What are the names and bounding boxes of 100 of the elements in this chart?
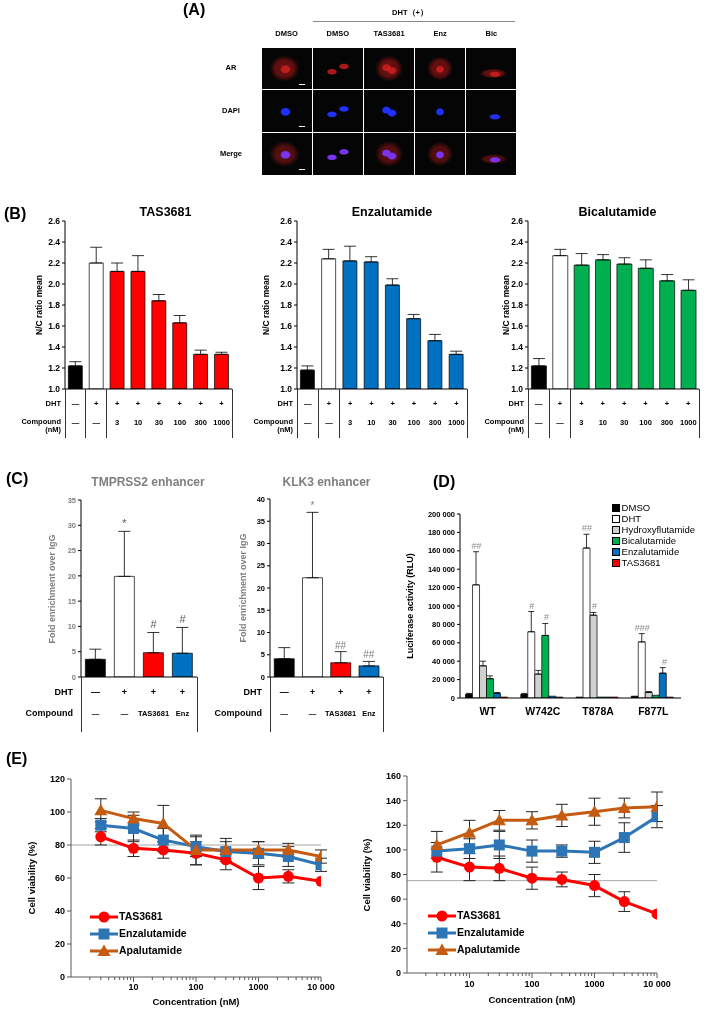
y-tick-label: 140 — [385, 795, 401, 806]
y-tick-label: 2.4 — [511, 237, 524, 248]
annotation: ## — [582, 522, 593, 534]
y-tick-label: 100 — [385, 845, 401, 856]
y-tick-label: 60 — [54, 873, 65, 884]
y-tick-label: 120 — [49, 774, 65, 785]
y-tick-label: 0 — [59, 972, 65, 983]
text: + — [121, 686, 128, 698]
y-tick-label: 2.4 — [280, 237, 293, 248]
legend-label: Enzalutamide — [621, 545, 680, 557]
y-tick-label: 1.8 — [48, 300, 61, 311]
y-tick-label: 2.6 — [48, 216, 61, 227]
legend-label: DMSO — [621, 501, 651, 513]
y-tick-label: 2.2 — [280, 258, 293, 269]
y-tick-label: 2.0 — [48, 279, 61, 290]
text: (B) — [4, 205, 27, 224]
legend-label: Hydroxyflutamide — [621, 523, 695, 535]
x-tick-label: 10 — [128, 982, 139, 992]
x-tick-label: 10 — [464, 979, 475, 989]
y-tick-label: 1.2 — [48, 363, 61, 374]
y-tick-label: 100 — [49, 807, 65, 818]
text: + — [366, 686, 372, 698]
annotation: ### — [634, 622, 650, 633]
y-tick-label: 1.0 — [511, 384, 524, 395]
y-tick-label: 2.4 — [48, 237, 61, 248]
y-tick-label: 160 — [385, 771, 401, 782]
x-tick-label: 100 — [524, 979, 540, 989]
legend-label: TAS3681 — [621, 556, 661, 568]
x-tick-label: F877L — [638, 705, 670, 717]
y-tick-label: 1.6 — [280, 321, 293, 332]
y-axis-title: N/C ratio mean — [34, 275, 45, 335]
y-tick-label: 2.0 — [511, 279, 524, 290]
y-tick-label: 1.6 — [48, 321, 61, 332]
y-tick-label: 1.2 — [511, 363, 524, 374]
legend-label: Bicalutamide — [621, 534, 676, 546]
annotation: # — [150, 618, 157, 632]
y-tick-label: 40 — [390, 918, 401, 929]
x-axis-title: Concentration (nM) — [488, 993, 576, 1006]
text: — — [91, 686, 100, 698]
y-tick-label: 20 — [390, 943, 401, 954]
y-tick-label: 1.4 — [48, 342, 61, 353]
y-tick-label: 1.8 — [511, 300, 524, 311]
legend-label: Apalutamide — [457, 943, 521, 956]
y-tick-label: 1.4 — [280, 342, 293, 353]
text: (E) — [6, 750, 28, 769]
y-axis-title: N/C ratio mean — [261, 275, 272, 335]
y-axis-title: N/C ratio mean — [501, 275, 512, 335]
legend-label: Enzalutamide — [119, 927, 187, 940]
y-tick-label: 120 — [385, 820, 401, 831]
x-tick-label: 10 000 — [643, 979, 671, 989]
y-tick-label: 2.2 — [511, 258, 524, 269]
y-tick-label: 1.0 — [280, 384, 293, 395]
annotation: # — [661, 656, 667, 667]
y-axis-title: Cell viability (%) — [25, 841, 38, 915]
x-tick-label: W742C — [525, 705, 561, 717]
legend-label: TAS3681 — [457, 909, 501, 922]
annotation: # — [591, 601, 597, 612]
y-tick-label: 20 — [54, 939, 65, 950]
x-tick-label: 1000 — [584, 979, 605, 989]
x-tick-label: 10 000 — [307, 982, 335, 992]
y-axis-title: Fold enrichment over IgG — [46, 533, 58, 644]
y-tick-label: 1.0 — [48, 384, 61, 395]
x-tick-label: 1000 — [248, 982, 269, 992]
legend-label: DHT — [621, 512, 642, 524]
chart-title: TMPRSS2 enhancer — [91, 475, 205, 490]
y-tick-label: 60 — [390, 894, 401, 905]
text: + — [337, 686, 344, 698]
y-axis-title: Luciferase activity (RLU) — [404, 553, 416, 659]
text: (C) — [6, 470, 29, 489]
annotation: # — [179, 613, 186, 627]
text: + — [179, 686, 186, 698]
y-tick-label: 80 — [54, 840, 65, 851]
chart-title: Enzalutamide — [351, 204, 433, 220]
text: (D) — [433, 473, 456, 492]
annotation: * — [122, 517, 127, 531]
y-tick-label: 0 — [395, 968, 401, 979]
y-tick-label: 1.8 — [280, 300, 293, 311]
x-tick-label: T878A — [582, 705, 615, 717]
y-tick-label: 2.2 — [48, 258, 61, 269]
y-axis-title: Fold enrichment over IgG — [237, 533, 249, 643]
x-tick-label: 100 — [188, 982, 204, 992]
y-tick-label: 2.6 — [280, 216, 293, 227]
annotation: * — [310, 499, 315, 512]
legend-label: TAS3681 — [119, 910, 163, 923]
annotation: ## — [471, 540, 482, 551]
x-tick-label: WT — [479, 705, 497, 717]
x-axis-title: Compound — [25, 707, 73, 718]
chart-title: KLK3 enhancer — [282, 475, 371, 490]
y-tick-label: 1.2 — [280, 363, 293, 374]
legend-label: Apalutamide — [119, 944, 183, 957]
annotation: # — [529, 600, 535, 611]
text: + — [309, 686, 316, 698]
x-axis-title: Concentration (nM) — [152, 995, 240, 1008]
y-tick-label: 40 — [54, 906, 65, 917]
chart-title: Bicalutamide — [578, 204, 657, 220]
y-tick-label: 80 — [390, 869, 401, 880]
y-tick-label: 2.0 — [280, 279, 293, 290]
annotation: ## — [363, 648, 375, 661]
text: — — [279, 686, 289, 698]
annotation: # — [544, 612, 550, 623]
